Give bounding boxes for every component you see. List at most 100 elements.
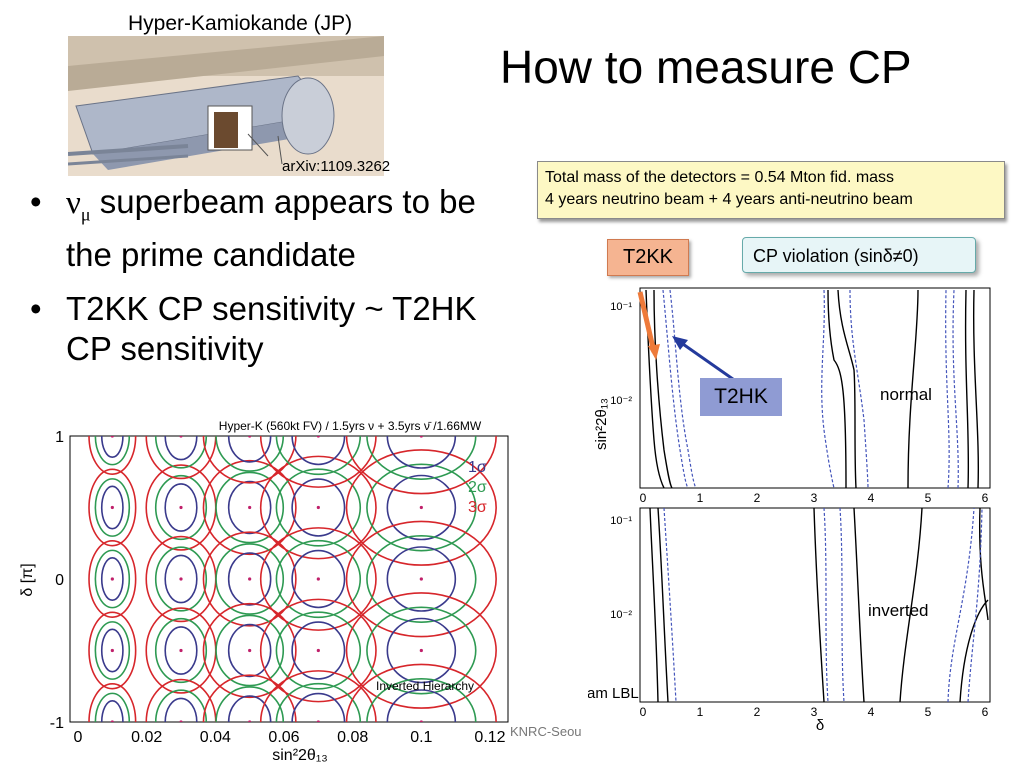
inverted-xtick-5: 5 — [925, 705, 932, 719]
contour-2sigma-2 — [215, 471, 285, 544]
contour-1sigma-4 — [386, 474, 457, 541]
t2hk-label-box: T2HK — [700, 378, 782, 416]
normal-xtick-4: 4 — [868, 491, 875, 505]
bullet-dot-icon: • — [30, 183, 42, 220]
contour-2sigma-16 — [154, 436, 208, 469]
contour-1sigma-3 — [291, 478, 346, 537]
detector-figure-label: Hyper-Kamiokande (JP) — [128, 12, 353, 35]
data-point-0 — [110, 505, 114, 510]
bullet-dot-icon: • — [30, 289, 42, 327]
x-tick-label-4: 0.08 — [337, 729, 368, 746]
contour-1sigma-14 — [386, 617, 457, 684]
contour-1sigma-21 — [164, 697, 198, 722]
contour-3sigma-24 — [345, 663, 497, 722]
normal-xtick-1: 1 — [697, 491, 704, 505]
contour-2sigma-13 — [275, 611, 362, 690]
contour-3sigma-20 — [88, 683, 137, 722]
contour-3sigma-10 — [88, 611, 137, 690]
contour-2sigma-6 — [154, 546, 208, 612]
contour-3sigma-12 — [202, 602, 297, 699]
data-point-7 — [248, 577, 252, 581]
contour-2sigma-0 — [94, 478, 131, 537]
contour-2sigma-15 — [94, 436, 131, 466]
inverted-ytick-2: 10⁻² — [610, 609, 632, 621]
data-point-8 — [316, 577, 320, 581]
x-tick-label-5: 0.1 — [410, 729, 432, 746]
t2hk-arrowhead — [672, 336, 688, 350]
data-point-17 — [248, 436, 252, 438]
normal-ytick-2: 10⁻² — [610, 395, 632, 407]
normal-xtick-6: 6 — [982, 491, 989, 505]
right-xlabel: δ — [816, 717, 824, 730]
chart-annotation: Inverted Hierarchy — [376, 679, 474, 693]
normal-panel-label: normal — [880, 385, 932, 404]
contour-3sigma-18 — [259, 436, 377, 488]
t2kk-label-box: T2KK — [607, 239, 689, 276]
contour-2sigma-9 — [366, 535, 477, 624]
normal-xtick-0: 0 — [640, 491, 647, 505]
data-point-3 — [316, 505, 320, 510]
contour-3sigma-3 — [259, 455, 377, 560]
contour-3sigma-8 — [259, 527, 377, 631]
inverted-xtick-3: 3 — [811, 705, 818, 719]
y-tick-label-1: 0 — [55, 572, 64, 589]
legend-1sigma: 1σ — [468, 459, 487, 476]
data-point-14 — [419, 648, 423, 653]
contour-2sigma-3 — [275, 468, 362, 547]
contour-2sigma-10 — [94, 621, 131, 680]
contour-3sigma-23 — [259, 670, 377, 722]
data-point-24 — [419, 720, 423, 722]
contour-2sigma-23 — [275, 682, 362, 722]
contour-3sigma-14 — [345, 592, 497, 709]
contour-3sigma-17 — [202, 436, 297, 484]
contour-2sigma-4 — [366, 463, 477, 552]
x-tick-label-3: 0.06 — [268, 729, 299, 746]
contour-1sigma-11 — [164, 626, 198, 675]
bullet-list: • νμ superbeam appears to be the prime c… — [26, 182, 526, 383]
contour-3sigma-5 — [88, 540, 137, 618]
contour-1sigma-20 — [100, 700, 124, 722]
data-point-9 — [419, 577, 423, 581]
contour-2sigma-11 — [154, 617, 208, 684]
x-tick-label-1: 0.02 — [131, 729, 162, 746]
contour-3sigma-13 — [259, 598, 377, 703]
x-tick-label-2: 0.04 — [200, 729, 231, 746]
y-tick-label-2: -1 — [50, 715, 64, 732]
data-point-11 — [179, 648, 183, 653]
data-point-13 — [316, 648, 320, 653]
t2hk-arrow — [679, 340, 741, 386]
contour-1sigma-24 — [386, 689, 457, 722]
inverted-xtick-4: 4 — [868, 705, 875, 719]
contour-1sigma-13 — [291, 621, 346, 680]
contour-1sigma-5 — [100, 557, 124, 602]
chart-xlabel: sin²2θ₁₃ — [272, 747, 328, 764]
contour-2sigma-7 — [215, 543, 285, 615]
contour-1sigma-22 — [227, 695, 272, 722]
contour-3sigma-22 — [202, 674, 297, 722]
contour-2sigma-5 — [94, 549, 131, 609]
slide-title: How to measure CP — [500, 41, 912, 93]
contour-3sigma-7 — [202, 531, 297, 627]
contour-3sigma-0 — [88, 468, 137, 547]
data-point-1 — [179, 505, 183, 510]
contour-1sigma-10 — [100, 628, 124, 673]
footer-text: KNRC-Seou — [510, 724, 582, 739]
contour-1sigma-15 — [100, 436, 124, 458]
contour-3sigma-16 — [145, 436, 217, 480]
inverted-panel-label: inverted — [868, 601, 928, 620]
normal-panel-frame — [639, 287, 991, 489]
contour-2sigma-24 — [366, 678, 477, 722]
data-point-21 — [179, 720, 183, 722]
contour-1sigma-19 — [386, 436, 457, 469]
data-point-22 — [248, 720, 252, 722]
chart-ylabel: δ [π] — [19, 563, 36, 596]
inverted-ytick-1: 10⁻¹ — [610, 515, 632, 527]
contour-2sigma-19 — [366, 436, 477, 480]
normal-ytick-1: 10⁻¹ — [610, 301, 632, 313]
mu-subscript: μ — [80, 204, 91, 225]
contour-2sigma-20 — [94, 692, 131, 722]
data-point-6 — [179, 577, 183, 581]
t2kk-arrow — [637, 291, 657, 353]
cp-violation-label-box: CP violation (sinδ≠0) — [742, 237, 976, 273]
data-point-2 — [248, 505, 252, 510]
